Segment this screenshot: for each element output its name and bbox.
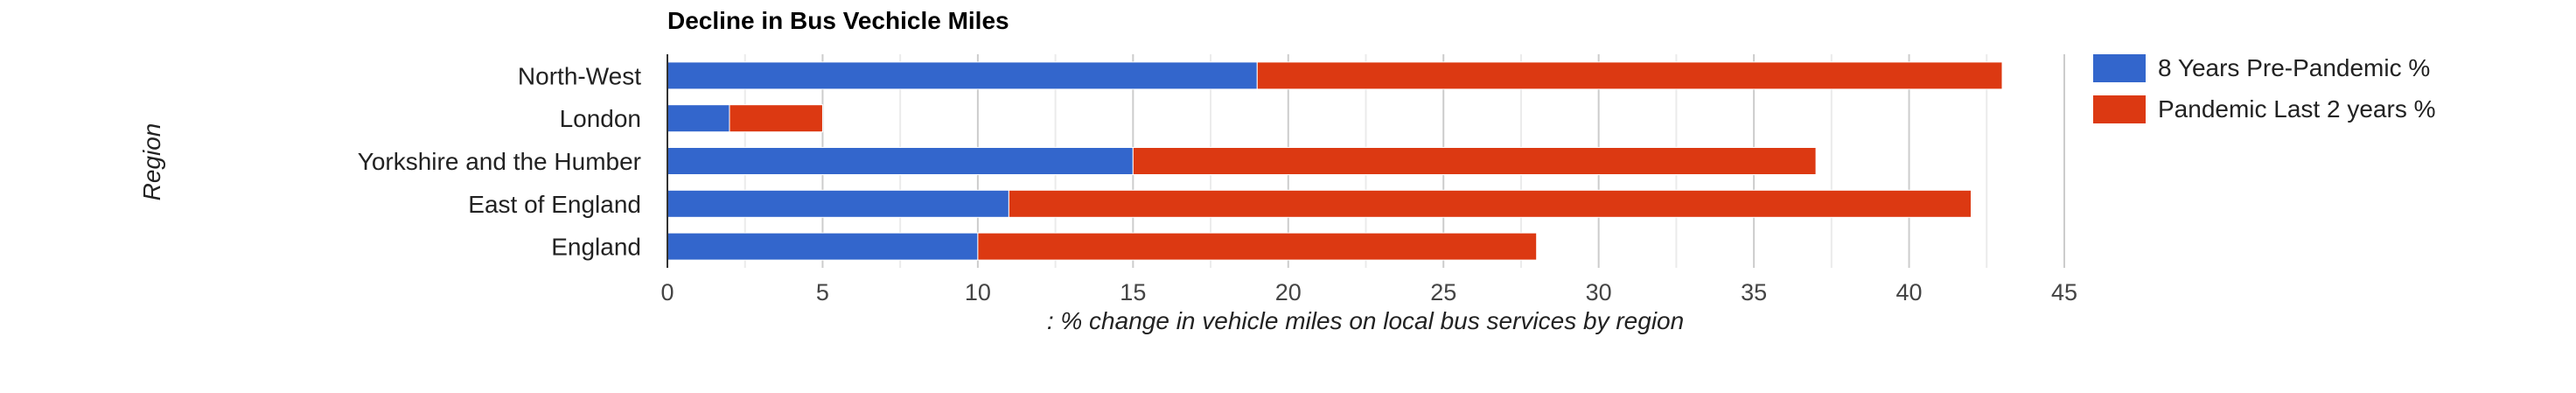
- bar-pandemic: [977, 232, 1538, 261]
- plot-area: [667, 54, 2065, 268]
- legend-swatch: [2093, 95, 2146, 123]
- category-label: Yorkshire and the Humber: [358, 148, 641, 175]
- x-tick-label: 30: [1586, 279, 1612, 305]
- bar-pandemic: [1256, 61, 2003, 90]
- chart-title: Decline in Bus Vechicle Miles: [667, 7, 1009, 34]
- category-label: England: [551, 234, 641, 261]
- y-axis-title: Region: [138, 123, 165, 201]
- bar-pre-pandemic: [667, 147, 1134, 175]
- bar-pre-pandemic: [667, 61, 1258, 90]
- x-axis-title: : % change in vehicle miles on local bus…: [1047, 307, 1684, 334]
- bar-pre-pandemic: [667, 189, 1009, 218]
- bar-pre-pandemic: [667, 104, 730, 133]
- x-tick-label: 45: [2051, 279, 2077, 305]
- bar-pandemic: [729, 104, 823, 133]
- x-tick-label: 5: [816, 279, 829, 305]
- x-tick-label: 10: [965, 279, 991, 305]
- x-tick-label: 25: [1430, 279, 1456, 305]
- legend-swatch: [2093, 54, 2146, 82]
- bar-pandemic: [1008, 189, 1972, 218]
- category-label: East of England: [468, 191, 641, 218]
- x-tick-label: 35: [1741, 279, 1767, 305]
- category-label: London: [560, 105, 641, 132]
- legend-label: 8 Years Pre-Pandemic %: [2158, 54, 2430, 81]
- x-tick-label: 40: [1896, 279, 1923, 305]
- x-tick-label: 0: [660, 279, 674, 305]
- bar-pre-pandemic: [667, 232, 979, 261]
- y-axis-category-labels: North-West London Yorkshire and the Humber…: [358, 62, 641, 260]
- x-tick-label: 20: [1275, 279, 1302, 305]
- category-label: North-West: [518, 62, 641, 89]
- bar-pandemic: [1132, 147, 1817, 175]
- bars: [667, 61, 2003, 261]
- x-axis-tick-labels: 0 5 10 15 20 25 30 35 40 45: [660, 279, 2077, 305]
- x-tick-label: 15: [1120, 279, 1146, 305]
- legend: 8 Years Pre-Pandemic % Pandemic Last 2 ye…: [2093, 54, 2436, 123]
- legend-label: Pandemic Last 2 years %: [2158, 95, 2436, 123]
